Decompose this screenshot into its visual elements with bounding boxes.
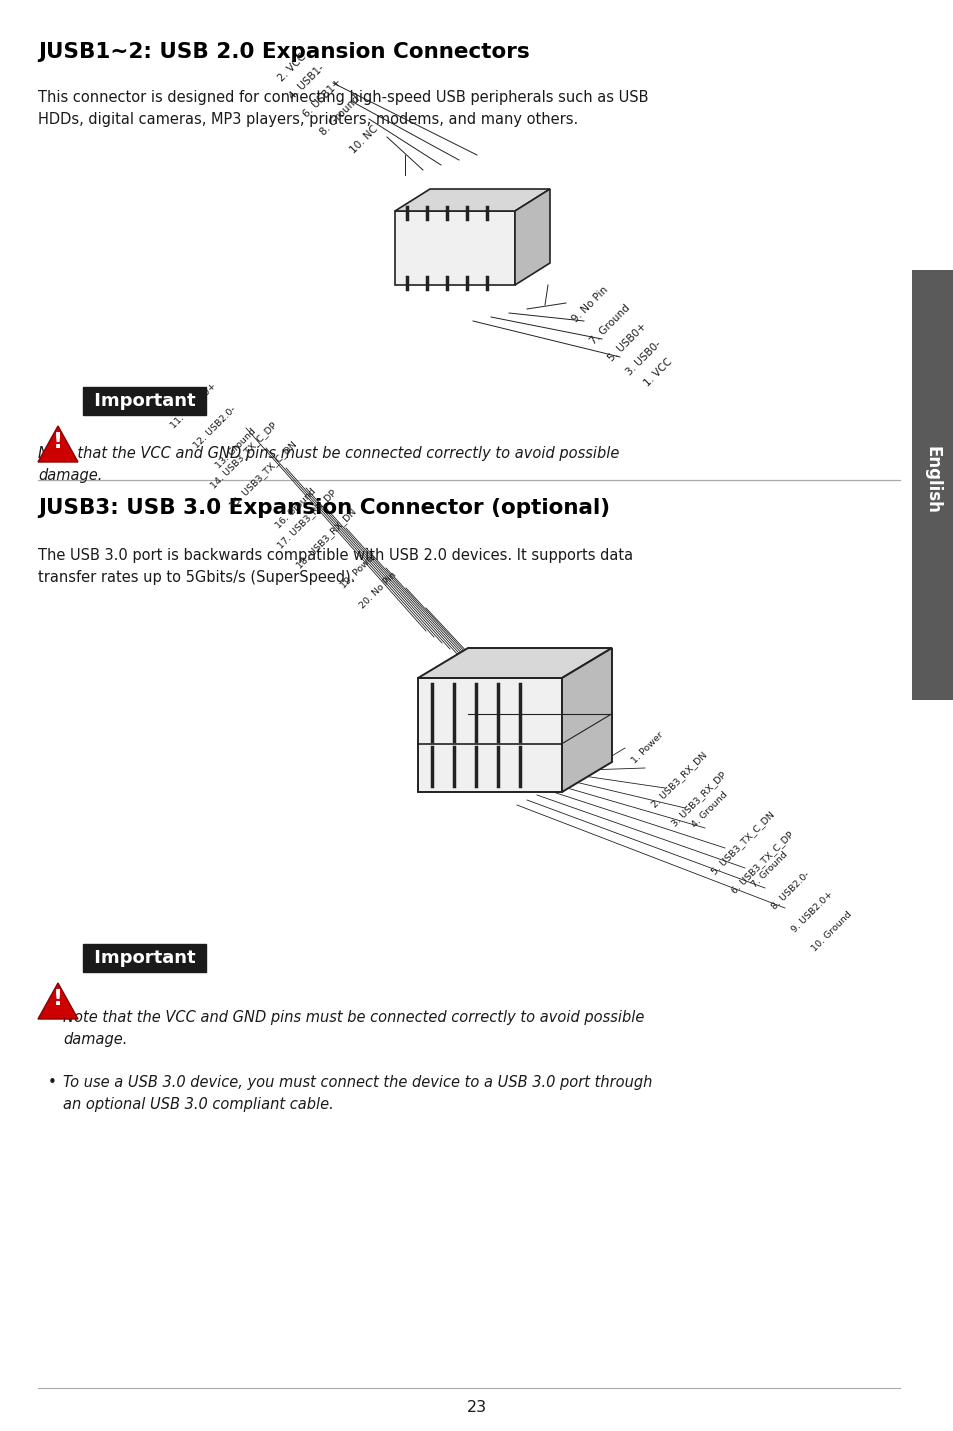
Text: Important: Important bbox=[88, 949, 202, 967]
Text: 1. VCC: 1. VCC bbox=[641, 356, 673, 389]
Text: JUSB3: USB 3.0 Expansion Connector (optional): JUSB3: USB 3.0 Expansion Connector (opti… bbox=[38, 498, 610, 518]
Text: 8. USB2.0-: 8. USB2.0- bbox=[769, 870, 811, 912]
Text: 19. Power: 19. Power bbox=[338, 551, 377, 590]
Text: 5. USB3_TX_C_DN: 5. USB3_TX_C_DN bbox=[709, 810, 776, 876]
Text: 16. Ground: 16. Ground bbox=[274, 487, 317, 529]
Text: The USB 3.0 port is backwards compatible with USB 2.0 devices. It supports data
: The USB 3.0 port is backwards compatible… bbox=[38, 548, 633, 585]
Text: 6. USB3_TX_C_DP: 6. USB3_TX_C_DP bbox=[729, 830, 795, 896]
Text: 2. VCC: 2. VCC bbox=[275, 52, 308, 83]
Text: 3. USB0-: 3. USB0- bbox=[623, 339, 662, 378]
Text: English: English bbox=[923, 446, 941, 514]
Text: 1. Power: 1. Power bbox=[629, 730, 664, 766]
Polygon shape bbox=[395, 189, 550, 210]
Text: 8. Ground: 8. Ground bbox=[318, 93, 361, 137]
Text: Note that the VCC and GND pins must be connected correctly to avoid possible
dam: Note that the VCC and GND pins must be c… bbox=[63, 1010, 643, 1047]
Text: 9. No Pin: 9. No Pin bbox=[569, 285, 609, 325]
Text: 14. USB3_TX_C_DP: 14. USB3_TX_C_DP bbox=[208, 421, 277, 489]
Text: 7. Ground: 7. Ground bbox=[749, 850, 788, 890]
Text: 18. USB3_RX_DN: 18. USB3_RX_DN bbox=[294, 507, 357, 570]
Text: 20. No Pin: 20. No Pin bbox=[357, 570, 397, 610]
Polygon shape bbox=[417, 678, 561, 791]
Text: 6. USB1+: 6. USB1+ bbox=[301, 77, 344, 119]
Text: 13. Ground: 13. Ground bbox=[214, 426, 257, 469]
Text: !: ! bbox=[52, 432, 63, 452]
Text: 9. USB2.0+: 9. USB2.0+ bbox=[789, 890, 834, 934]
Text: 2. USB3_RX_DN: 2. USB3_RX_DN bbox=[649, 750, 708, 809]
Text: 10. NC: 10. NC bbox=[348, 123, 379, 155]
Text: !: ! bbox=[52, 989, 63, 1009]
Text: 10. Ground: 10. Ground bbox=[809, 910, 853, 953]
Text: To use a USB 3.0 device, you must connect the device to a USB 3.0 port through
a: To use a USB 3.0 device, you must connec… bbox=[63, 1075, 652, 1112]
Text: 4. Ground: 4. Ground bbox=[689, 790, 729, 830]
Text: This connector is designed for connecting high-speed USB peripherals such as USB: This connector is designed for connectin… bbox=[38, 90, 648, 127]
Text: 12. USB2.0-: 12. USB2.0- bbox=[192, 404, 237, 449]
Polygon shape bbox=[395, 210, 515, 285]
Polygon shape bbox=[38, 426, 78, 462]
Polygon shape bbox=[561, 648, 612, 791]
Text: 7. Ground: 7. Ground bbox=[587, 303, 631, 346]
Text: Note that the VCC and GND pins must be connected correctly to avoid possible
dam: Note that the VCC and GND pins must be c… bbox=[38, 446, 618, 484]
Text: JUSB1~2: USB 2.0 Expansion Connectors: JUSB1~2: USB 2.0 Expansion Connectors bbox=[38, 41, 529, 62]
Text: •: • bbox=[48, 1075, 57, 1090]
Polygon shape bbox=[38, 983, 78, 1019]
Text: 4. USB1-: 4. USB1- bbox=[287, 62, 326, 102]
Text: 3. USB3_RX_DP: 3. USB3_RX_DP bbox=[669, 770, 727, 829]
Text: 23: 23 bbox=[466, 1400, 487, 1415]
Polygon shape bbox=[515, 189, 550, 285]
Text: 17. USB3_RX_DP: 17. USB3_RX_DP bbox=[275, 488, 337, 550]
Text: 11. USB2.0+: 11. USB2.0+ bbox=[169, 381, 218, 429]
Polygon shape bbox=[417, 648, 612, 678]
Text: 15. USB3_TX_C_DN: 15. USB3_TX_C_DN bbox=[227, 439, 297, 509]
Text: Important: Important bbox=[88, 392, 202, 411]
Text: •: • bbox=[48, 1010, 57, 1025]
Bar bbox=[911, 270, 953, 700]
Text: 5. USB0+: 5. USB0+ bbox=[605, 321, 647, 363]
